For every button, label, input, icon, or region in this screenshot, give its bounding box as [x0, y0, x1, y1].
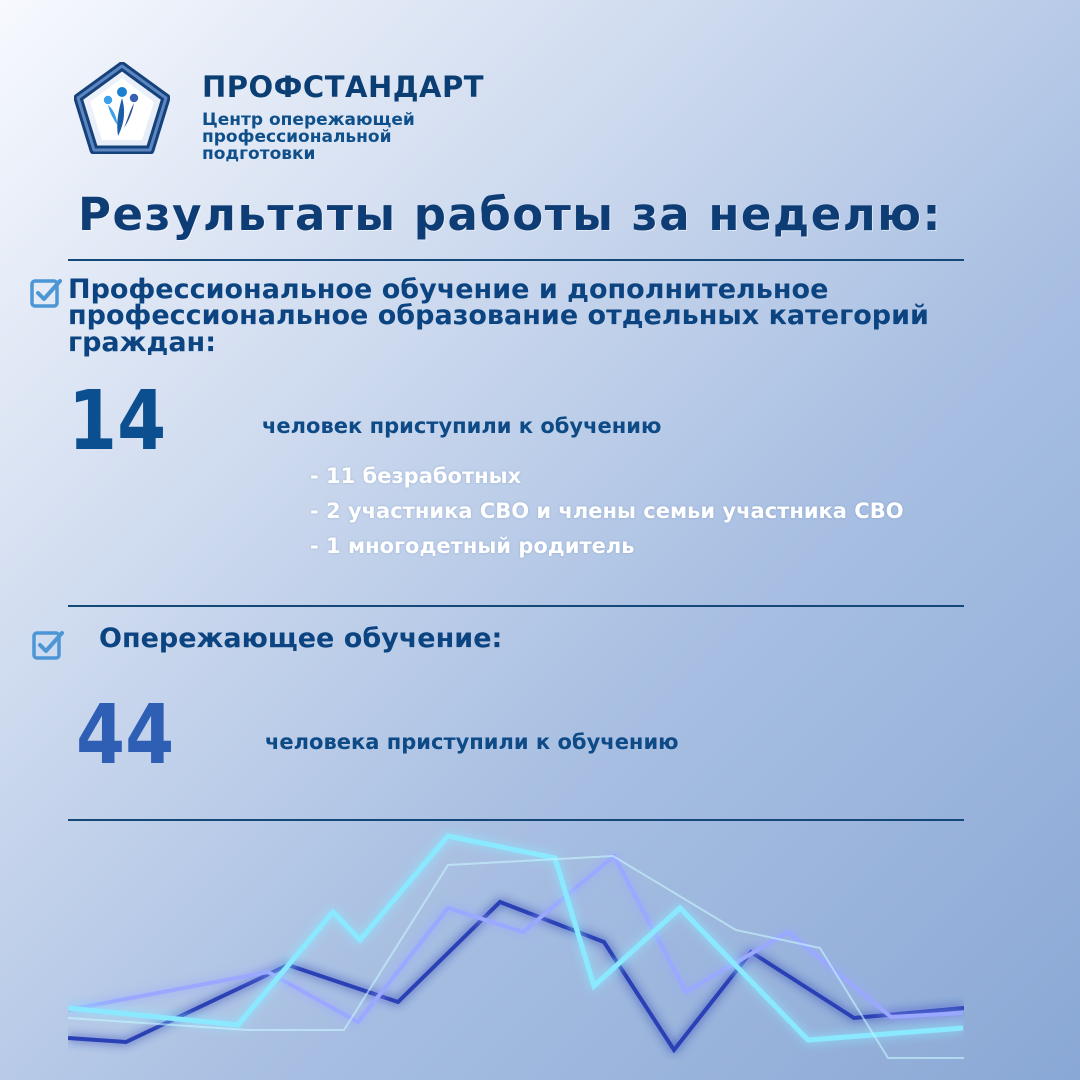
brand-title: ПРОФСТАНДАРТ	[202, 70, 485, 104]
stat-label: человека приступили к обучению	[265, 730, 679, 754]
decorative-line	[68, 852, 964, 1025]
brand-subtitle-line: Центр опережающей	[202, 110, 415, 130]
decorative-line-graphic	[68, 833, 964, 1059]
divider	[68, 819, 964, 821]
stat-number: 14	[68, 374, 167, 469]
divider	[68, 259, 964, 261]
stat-label: человек приступили к обучению	[262, 414, 662, 438]
brand-subtitle-line: подготовки	[202, 144, 316, 164]
detail-item-unemployed: - 11 безработных	[310, 464, 522, 488]
divider	[68, 605, 964, 607]
brand-subtitle: Центр опережающей профессиональной подго…	[202, 112, 502, 163]
section-title-advanced-training: Опережающее обучение:	[99, 623, 503, 654]
detail-item-svo: - 2 участника СВО и члены семьи участник…	[310, 499, 904, 523]
section-title-professional-training: Профессиональное обучение и дополнительн…	[68, 274, 929, 358]
checkbox-checked-icon	[30, 279, 62, 308]
page-title: Результаты работы за неделю:	[78, 188, 942, 241]
detail-item-large-family: - 1 многодетный родитель	[310, 534, 635, 558]
brand-subtitle-line: профессиональной	[202, 127, 392, 147]
decorative-line	[68, 833, 964, 1043]
decorative-line	[68, 899, 964, 1054]
checkbox-checked-icon	[32, 631, 64, 660]
pentagon-people-logo	[74, 62, 170, 154]
stat-number: 44	[76, 688, 175, 783]
decorative-line	[68, 854, 964, 1059]
